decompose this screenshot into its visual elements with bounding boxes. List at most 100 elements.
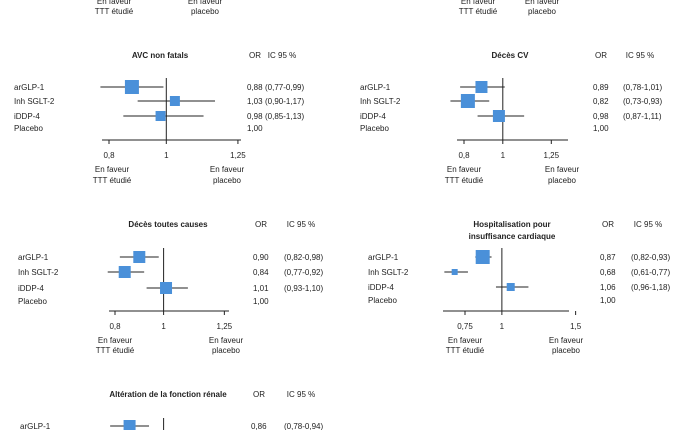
point-estimate-marker [451, 269, 458, 275]
favor-left-label: TTT étudié [446, 346, 485, 355]
ic-value: (0,77-0,99) [265, 83, 304, 92]
row-label: arGLP-1 [18, 253, 49, 262]
point-estimate-marker [492, 110, 505, 122]
point-estimate-marker [160, 282, 173, 294]
row-label: iDDP-4 [368, 283, 394, 292]
x-tick-label: 1 [500, 322, 505, 331]
row-label: Inh SGLT-2 [14, 97, 55, 106]
favor-right-label: placebo [212, 346, 241, 355]
point-estimate-marker [506, 283, 515, 291]
point-estimate-marker [118, 266, 131, 278]
or-value: 0,90 [253, 253, 269, 262]
or-value: 0,68 [600, 268, 616, 277]
favor-left-fragment: En faveur [97, 0, 132, 6]
row-label: Inh SGLT-2 [18, 268, 59, 277]
or-value: 1,00 [600, 296, 616, 305]
ic-value: (0,77-0,92) [284, 268, 323, 277]
or-value: 1,00 [247, 124, 263, 133]
ic-value: (0,85-1,13) [265, 112, 304, 121]
row-label: arGLP-1 [360, 83, 391, 92]
favor-right-label: En faveur [210, 165, 245, 174]
point-estimate-marker [123, 420, 136, 432]
row-label: arGLP-1 [14, 83, 45, 92]
favor-left-label: En faveur [447, 165, 482, 174]
favor-left-label: En faveur [448, 336, 483, 345]
forest-panel-4: Hospitalisation pour insuffisance cardiaq… [368, 220, 670, 355]
forest-panel-3: Décès toutes causes OR IC 95 % arGLP-1 0,90 (… [18, 220, 323, 355]
ic-column-header: IC 95 % [634, 220, 662, 229]
favor-left-label: En faveur [95, 165, 130, 174]
point-estimate-marker [155, 111, 166, 121]
x-tick-label: 1 [501, 151, 506, 160]
x-tick-label: 1,25 [217, 322, 233, 331]
or-value: 0,84 [253, 268, 269, 277]
x-tick-label: 1,5 [570, 322, 582, 331]
x-tick-label: 1 [161, 322, 166, 331]
or-column-header: OR [249, 51, 261, 60]
row-label: Placebo [368, 296, 397, 305]
favor-left-label: En faveur [98, 336, 133, 345]
favor-left-label: TTT étudié [445, 176, 484, 185]
row-label: arGLP-1 [20, 422, 51, 430]
favor-left-fragment: En faveur [461, 0, 496, 6]
forest-panel-2: Décès CV OR IC 95 % arGLP-1 0,89 (0,78-1,01) I… [360, 51, 662, 185]
x-tick-label: 1,25 [544, 151, 560, 160]
x-tick-label: 0,8 [458, 151, 470, 160]
x-tick-label: 1 [164, 151, 169, 160]
or-value: 0,82 [593, 97, 609, 106]
ic-column-header: IC 95 % [626, 51, 654, 60]
forest-panel-1: AVC non fatals OR IC 95 % arGLP-1 0,88 (0,77-… [14, 51, 304, 185]
favor-right-label: placebo [548, 176, 577, 185]
or-value: 1,03 [247, 97, 263, 106]
ic-column-header: IC 95 % [268, 51, 296, 60]
favor-left-label: TTT étudié [93, 176, 132, 185]
x-tick-label: 0,8 [103, 151, 115, 160]
or-value: 0,88 [247, 83, 263, 92]
or-value: 0,89 [593, 83, 609, 92]
point-estimate-marker [475, 250, 490, 264]
or-column-header: OR [255, 220, 267, 229]
point-estimate-marker [460, 94, 475, 108]
favor-right-label: En faveur [545, 165, 580, 174]
or-value: 0,87 [600, 253, 616, 262]
row-label: Inh SGLT-2 [368, 268, 409, 277]
favor-left-fragment: TTT étudié [459, 7, 498, 16]
or-value: 1,00 [253, 297, 269, 306]
ic-value: (0,78-1,01) [623, 83, 662, 92]
favor-right-label: En faveur [209, 336, 244, 345]
row-label: arGLP-1 [368, 253, 399, 262]
or-column-header: OR [595, 51, 607, 60]
favor-right-fragment: placebo [528, 7, 557, 16]
forest-panel-5: Altération de la fonction rénale OR IC 95 … [20, 390, 323, 432]
panel-title-line2: insuffisance cardiaque [469, 232, 556, 241]
favor-right-fragment: En faveur [188, 0, 223, 6]
or-column-header: OR [602, 220, 614, 229]
x-tick-label: 0,75 [457, 322, 473, 331]
row-label: Placebo [14, 124, 43, 133]
panel-title: Décès CV [492, 51, 530, 60]
point-estimate-marker [133, 251, 146, 263]
panel-title: Hospitalisation pour [473, 220, 550, 229]
or-column-header: OR [253, 390, 265, 399]
row-label: Placebo [360, 124, 389, 133]
point-estimate-marker [169, 96, 180, 106]
favor-right-label: placebo [552, 346, 581, 355]
ic-column-header: IC 95 % [287, 390, 315, 399]
row-label: Inh SGLT-2 [360, 97, 401, 106]
ic-value: (0,78-0,94) [284, 422, 323, 430]
ic-value: (0,82-0,98) [284, 253, 323, 262]
row-label: iDDP-4 [360, 112, 386, 121]
ic-value: (0,87-1,11) [623, 112, 662, 121]
panel-title: Décès toutes causes [128, 220, 208, 229]
ic-value: (0,93-1,10) [284, 284, 323, 293]
ic-column-header: IC 95 % [287, 220, 315, 229]
or-value: 1,06 [600, 283, 616, 292]
x-tick-label: 1,25 [230, 151, 246, 160]
favor-right-fragment: En faveur [525, 0, 560, 6]
favor-left-label: TTT étudié [96, 346, 135, 355]
panel-title: Altération de la fonction rénale [109, 390, 227, 399]
favor-left-fragment: TTT étudié [95, 7, 134, 16]
or-value: 1,00 [593, 124, 609, 133]
ic-value: (0,96-1,18) [631, 283, 670, 292]
ic-value: (0,73-0,93) [623, 97, 662, 106]
